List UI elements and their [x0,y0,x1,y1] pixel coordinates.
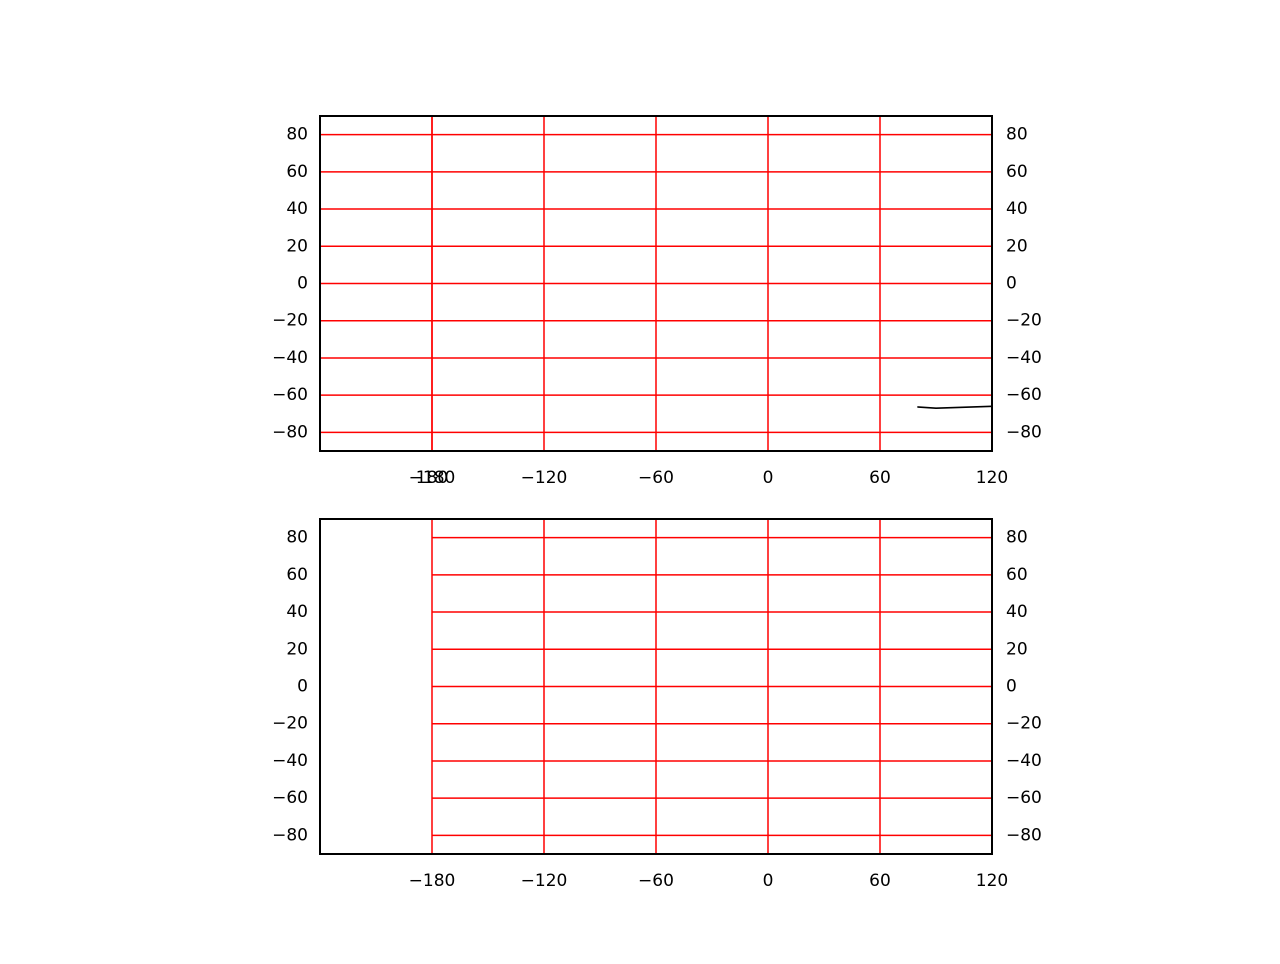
y-tick-label-left: 20 [286,639,308,659]
x-tick-label: 120 [976,871,1008,891]
y-tick-label-left: 0 [297,274,308,294]
y-tick-label-left: 0 [297,677,308,697]
x-tick-label: −60 [638,871,674,891]
map-panel: 80 80 60 60 40 40 20 20 0 0 −20 −20 −40 −40 −60 −60 −80 −… [272,518,1042,891]
y-tick-label-left: −40 [272,751,308,771]
y-tick-label-left: 80 [286,125,308,145]
panels: 80 80 60 60 40 40 20 20 0 0 −20 −20 −40 −40 −60 −60 −80 −… [272,115,1042,891]
y-tick-label-left: 60 [286,565,308,585]
y-tick-label-left: −80 [272,422,308,442]
y-tick-label-right: −20 [1006,311,1042,331]
y-tick-label-left: −40 [272,348,308,368]
y-tick-label-right: 40 [1006,199,1028,219]
y-tick-label-left: 60 [286,162,308,182]
x-tick-label: 60 [869,871,891,891]
y-tick-label-left: −20 [272,714,308,734]
y-tick-label-right: 60 [1006,162,1028,182]
x-tick-label: −120 [521,468,568,488]
y-tick-label-right: 20 [1006,639,1028,659]
y-tick-label-left: −60 [272,385,308,405]
x-tick-label: 0 [763,468,774,488]
y-tick-label-right: 0 [1006,677,1017,697]
y-tick-label-right: −40 [1006,751,1042,771]
map-panel: 80 80 60 60 40 40 20 20 0 0 −20 −20 −40 −40 −60 −60 −80 −… [272,115,1042,488]
x-tick-label: −180 [409,468,456,488]
y-tick-label-right: −80 [1006,825,1042,845]
axes-frame [319,115,993,452]
y-tick-label-right: 60 [1006,565,1028,585]
y-tick-label-left: −20 [272,311,308,331]
y-tick-label-right: −60 [1006,385,1042,405]
y-tick-label-right: 0 [1006,274,1017,294]
y-tick-label-right: 20 [1006,236,1028,256]
y-tick-label-left: 40 [286,602,308,622]
y-tick-label-right: −60 [1006,788,1042,808]
y-tick-label-right: −40 [1006,348,1042,368]
x-tick-label: −60 [638,468,674,488]
x-tick-label: 60 [869,468,891,488]
x-tick-label: 180 [416,468,448,488]
y-tick-label-left: 20 [286,236,308,256]
y-tick-label-right: 40 [1006,602,1028,622]
x-tick-label: 120 [976,468,1008,488]
x-tick-label: −180 [409,871,456,891]
y-tick-label-left: −80 [272,825,308,845]
axes-frame [319,518,993,855]
y-tick-label-left: 80 [286,528,308,548]
y-tick-label-left: −60 [272,788,308,808]
y-tick-label-right: −20 [1006,714,1042,734]
x-tick-label: −120 [521,871,568,891]
y-tick-label-right: 80 [1006,528,1028,548]
y-tick-label-left: 40 [286,199,308,219]
x-tick-label: 0 [763,871,774,891]
y-tick-label-right: −80 [1006,422,1042,442]
y-tick-label-right: 80 [1006,125,1028,145]
